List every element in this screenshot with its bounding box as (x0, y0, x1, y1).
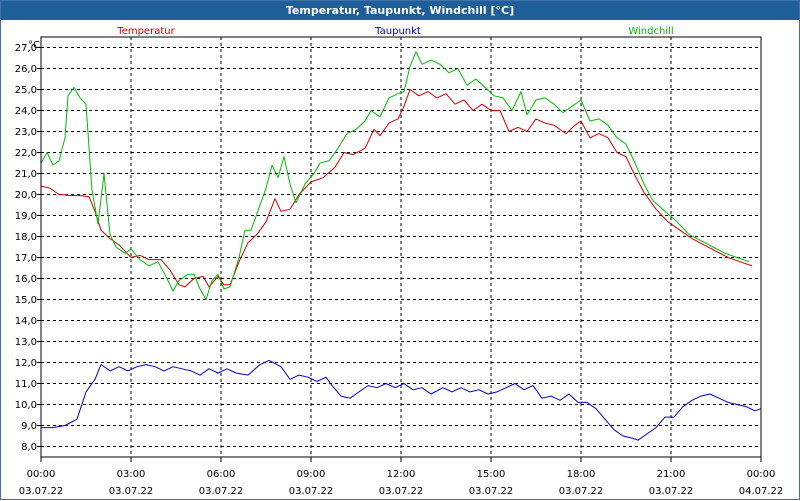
series-line-taupunkt (41, 359, 762, 441)
y-tick-label: 14,0 (15, 316, 37, 327)
y-tick-label: 21,0 (15, 169, 37, 180)
y-tick-label: 20,0 (15, 190, 37, 201)
x-tick-date: 03.07.22 (109, 486, 154, 497)
series-line-windchill (40, 51, 750, 300)
legend-temperatur: Temperatur (116, 26, 175, 37)
legend-taupunkt: Taupunkt (374, 26, 421, 37)
y-tick-label: 15,0 (15, 295, 37, 306)
y-axis-unit: °C (28, 40, 40, 51)
x-tick-date: 04.07.22 (739, 486, 784, 497)
x-tick-time: 03:00 (117, 469, 146, 480)
y-tick-label: 11,0 (15, 379, 37, 390)
x-tick-date: 03.07.22 (19, 486, 64, 497)
y-tick-label: 19,0 (15, 211, 37, 222)
chart-title: Temperatur, Taupunkt, Windchill [°C] (1, 1, 799, 20)
y-tick-label: 27,0 (15, 43, 37, 54)
x-axis-ticks: 00:00 03.07.22 03:00 03.07.22 06:00 03.07.22 0… (19, 457, 784, 497)
x-tick-date: 03.07.22 (199, 486, 244, 497)
x-tick-time: 00:00 (747, 469, 776, 480)
x-tick-time: 12:00 (387, 469, 416, 480)
y-tick-label: 23,0 (15, 127, 37, 138)
y-tick-label: 13,0 (15, 337, 37, 348)
x-tick-time: 21:00 (657, 469, 686, 480)
y-tick-label: 18,0 (15, 232, 37, 243)
y-tick-label: 24,0 (15, 106, 37, 117)
series-line-temperatur (40, 89, 753, 288)
x-tick-date: 03.07.22 (649, 486, 694, 497)
y-tick-label: 9,0 (21, 421, 37, 432)
y-tick-label: 25,0 (15, 85, 37, 96)
grid (41, 37, 761, 457)
y-tick-label: 12,0 (15, 358, 37, 369)
y-tick-label: 10,0 (15, 400, 37, 411)
legend-windchill: Windchill (628, 26, 673, 37)
x-tick-date: 03.07.22 (379, 486, 424, 497)
x-tick-date: 03.07.22 (559, 486, 604, 497)
series-lines (40, 51, 762, 441)
x-tick-time: 00:00 (27, 469, 56, 480)
y-tick-label: 26,0 (15, 64, 37, 75)
x-tick-date: 03.07.22 (469, 486, 514, 497)
y-tick-label: 8,0 (21, 442, 37, 453)
y-tick-label: 22,0 (15, 148, 37, 159)
y-tick-label: 17,0 (15, 253, 37, 264)
x-tick-time: 15:00 (477, 469, 506, 480)
y-axis-ticks: 27,0 26,0 25,0 24,0 23,0 22,0 21,0 20,0 19,0 18,0… (15, 43, 41, 453)
x-tick-date: 03.07.22 (289, 486, 334, 497)
y-tick-label: 16,0 (15, 274, 37, 285)
x-tick-time: 06:00 (207, 469, 236, 480)
x-tick-time: 09:00 (297, 469, 326, 480)
x-tick-time: 18:00 (567, 469, 596, 480)
